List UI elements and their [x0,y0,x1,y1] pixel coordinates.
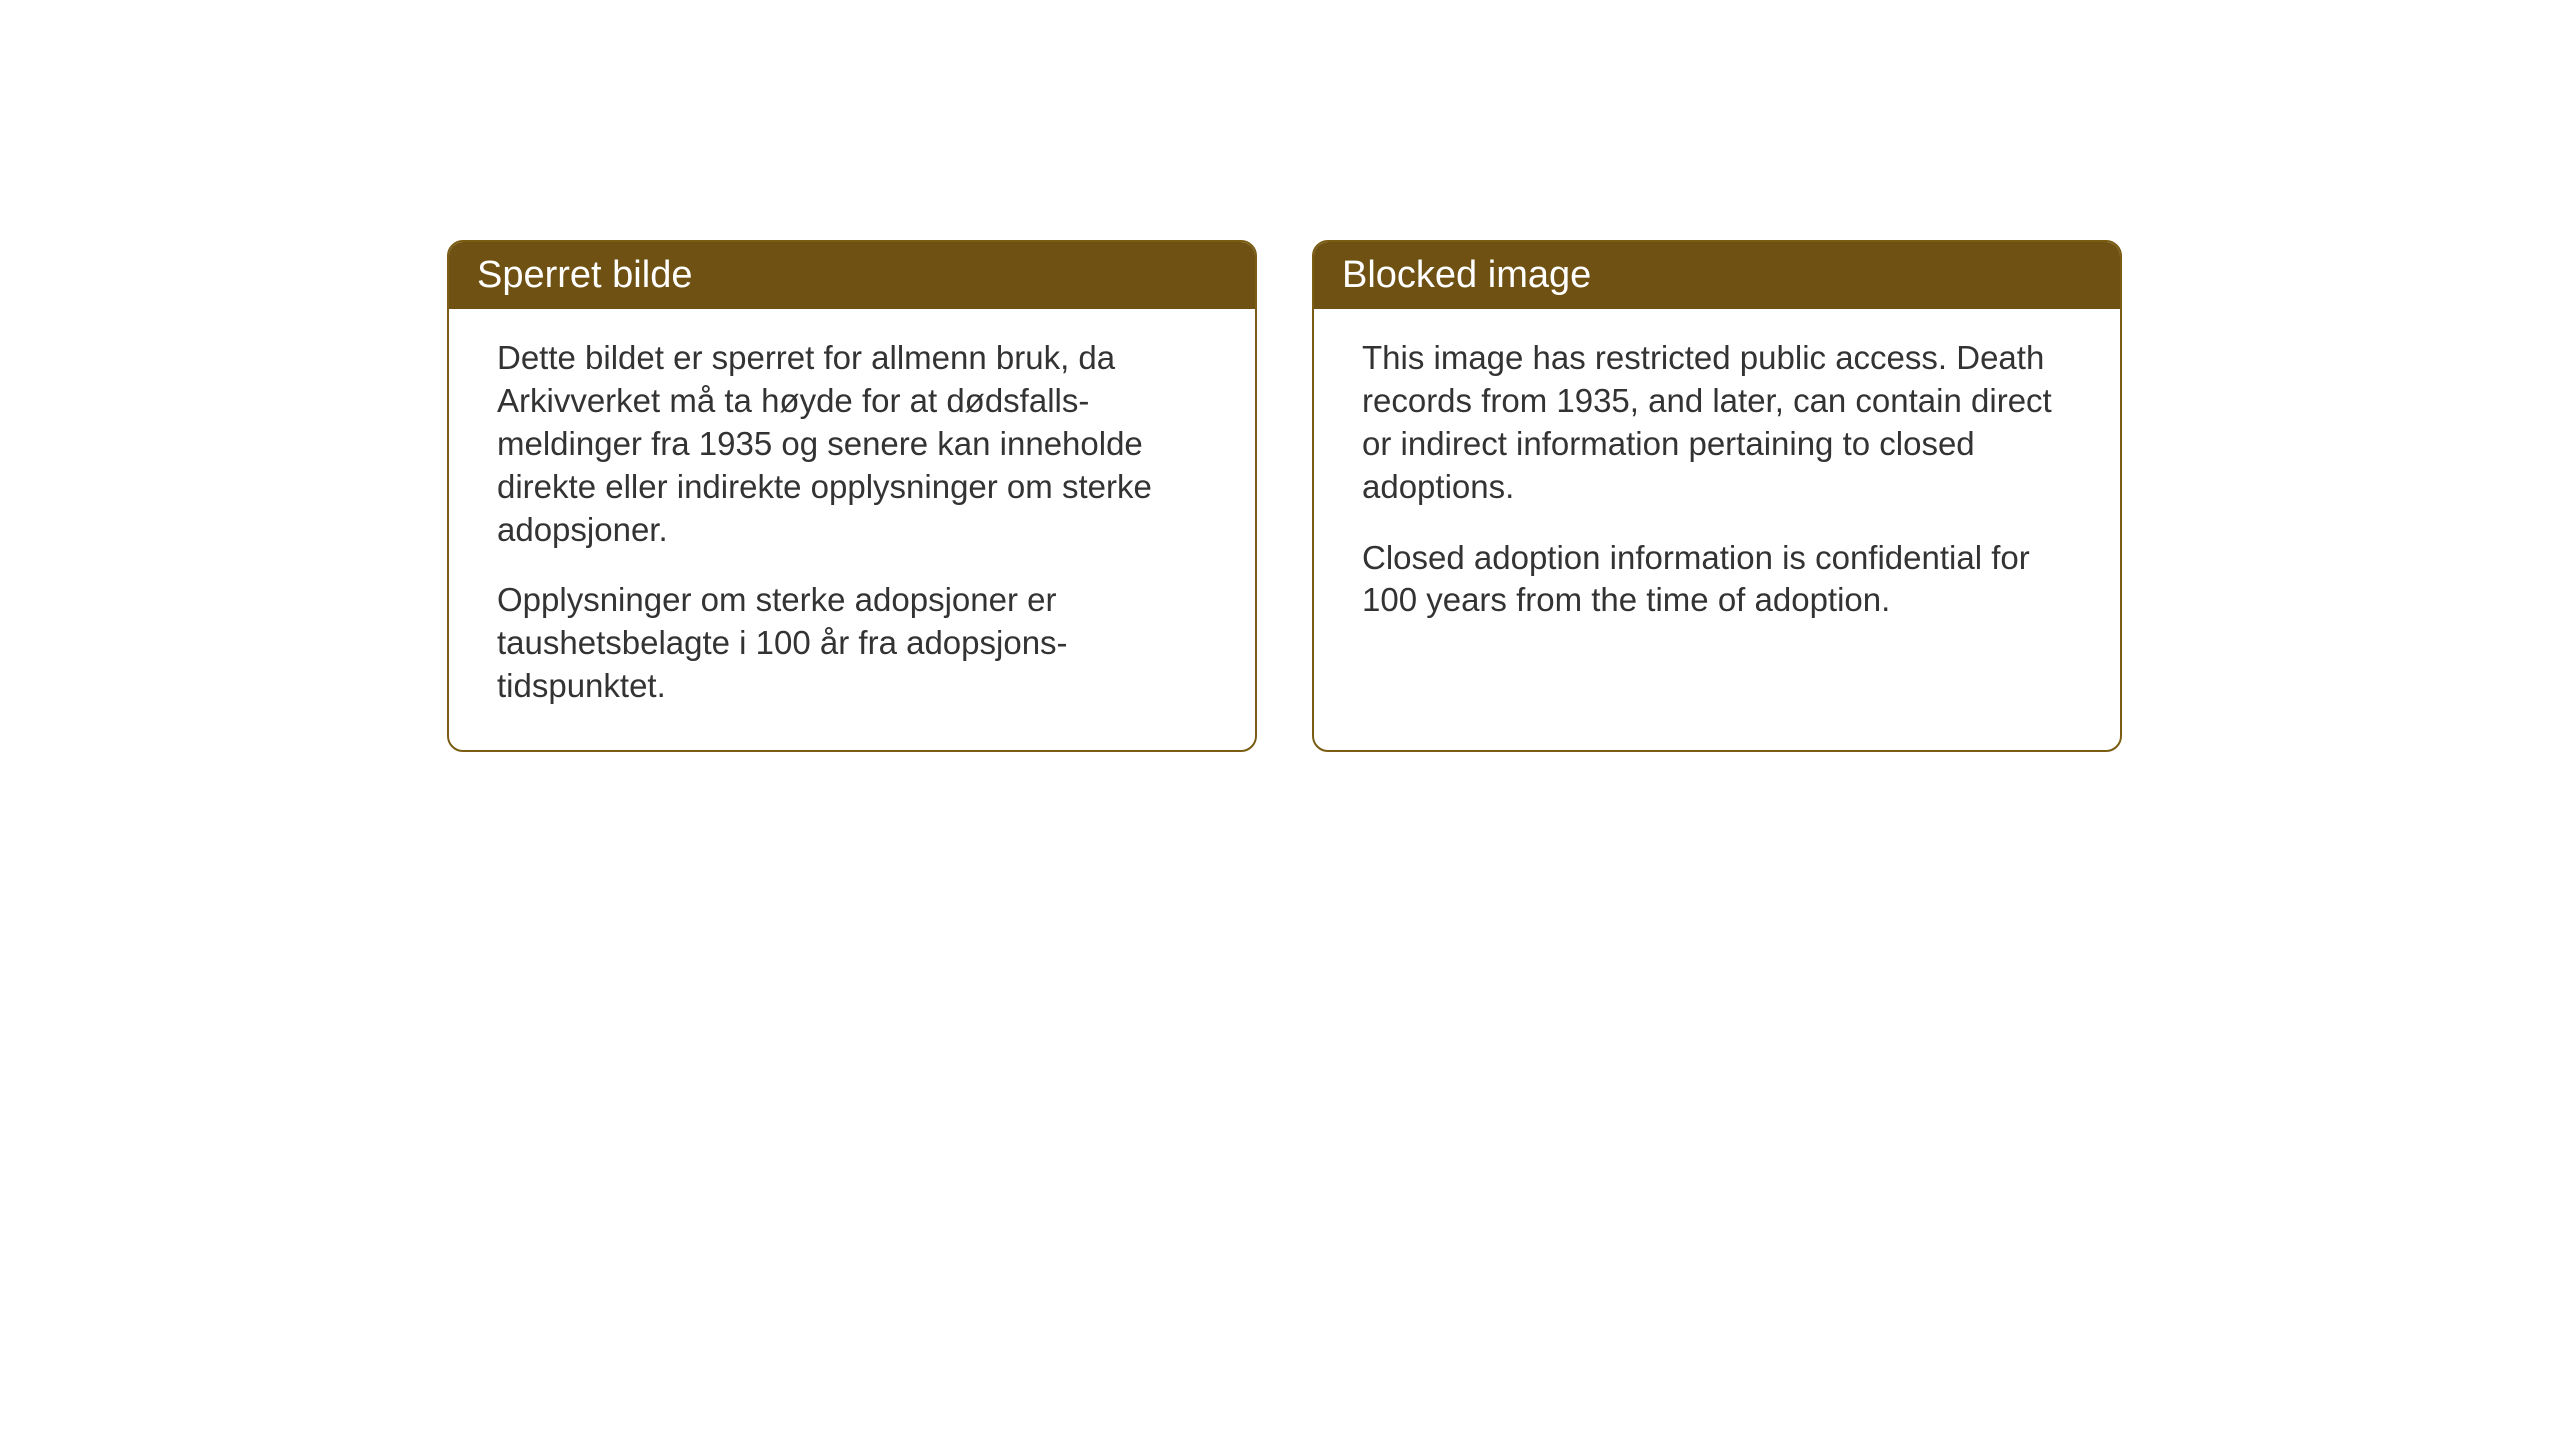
english-card-title: Blocked image [1314,242,2120,309]
notice-container: Sperret bilde Dette bildet er sperret fo… [447,240,2122,752]
norwegian-paragraph-2: Opplysninger om sterke adopsjoner er tau… [497,579,1207,708]
english-paragraph-2: Closed adoption information is confident… [1362,537,2072,623]
english-paragraph-1: This image has restricted public access.… [1362,337,2072,509]
norwegian-card-body: Dette bildet er sperret for allmenn bruk… [449,309,1255,750]
english-notice-card: Blocked image This image has restricted … [1312,240,2122,752]
norwegian-paragraph-1: Dette bildet er sperret for allmenn bruk… [497,337,1207,551]
norwegian-notice-card: Sperret bilde Dette bildet er sperret fo… [447,240,1257,752]
english-card-body: This image has restricted public access.… [1314,309,2120,664]
norwegian-card-title: Sperret bilde [449,242,1255,309]
